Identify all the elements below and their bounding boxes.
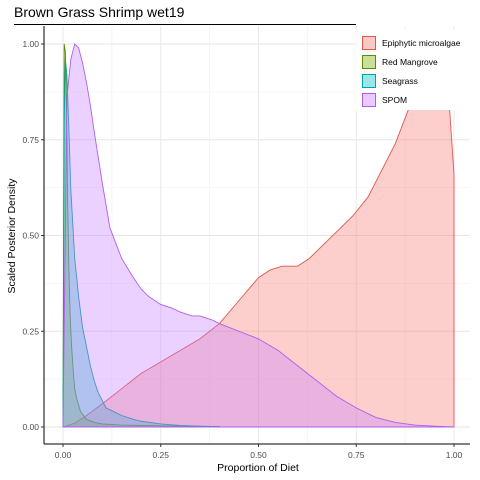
axes: 0.00 0.25 0.50 0.75 1.00 0.00 0.25 0.50 0.75 1.00: [22, 26, 470, 460]
legend-item-epiphytic: Epiphytic microalgae: [362, 34, 460, 52]
x-axis-title: Proportion of Diet: [217, 462, 299, 474]
legend-item-spom: SPOM: [362, 91, 407, 109]
legend-label-spom: SPOM: [382, 95, 408, 105]
x-tick-label: 0.00: [55, 450, 72, 460]
y-tick-label: 0.75: [22, 135, 39, 145]
y-tick-label: 0.00: [22, 422, 39, 432]
legend-label-seagrass: Seagrass: [382, 76, 418, 86]
legend: Epiphytic microalgae Red Mangrove Seagra…: [356, 30, 474, 110]
area-red-mangrove: [62, 43, 220, 428]
x-tick-label: 0.50: [250, 450, 267, 460]
area-seagrass: [62, 59, 220, 428]
x-tick-label: 0.75: [348, 450, 365, 460]
legend-key-epiphytic: [362, 36, 376, 50]
legend-key-seagrass: [362, 74, 376, 88]
y-tick-label: 1.00: [22, 39, 39, 49]
area-spom: [62, 43, 455, 428]
x-tick-label: 0.25: [152, 450, 169, 460]
y-tick-label: 0.50: [22, 231, 39, 241]
legend-key-spom: [362, 93, 376, 107]
legend-key-red-mangrove: [362, 55, 376, 69]
y-axis-title: Scaled Posterior Density: [6, 178, 18, 294]
legend-label-epiphytic: Epiphytic microalgae: [382, 38, 461, 48]
title-underline: [14, 24, 356, 25]
chart-title: Brown Grass Shrimp wet19: [14, 4, 185, 20]
x-tick-label: 1.00: [446, 450, 463, 460]
legend-item-seagrass: Seagrass: [362, 72, 418, 90]
legend-item-red-mangrove: Red Mangrove: [362, 53, 438, 71]
y-tick-label: 0.25: [22, 326, 39, 336]
legend-label-red-mangrove: Red Mangrove: [382, 57, 438, 67]
density-areas: [62, 43, 455, 428]
